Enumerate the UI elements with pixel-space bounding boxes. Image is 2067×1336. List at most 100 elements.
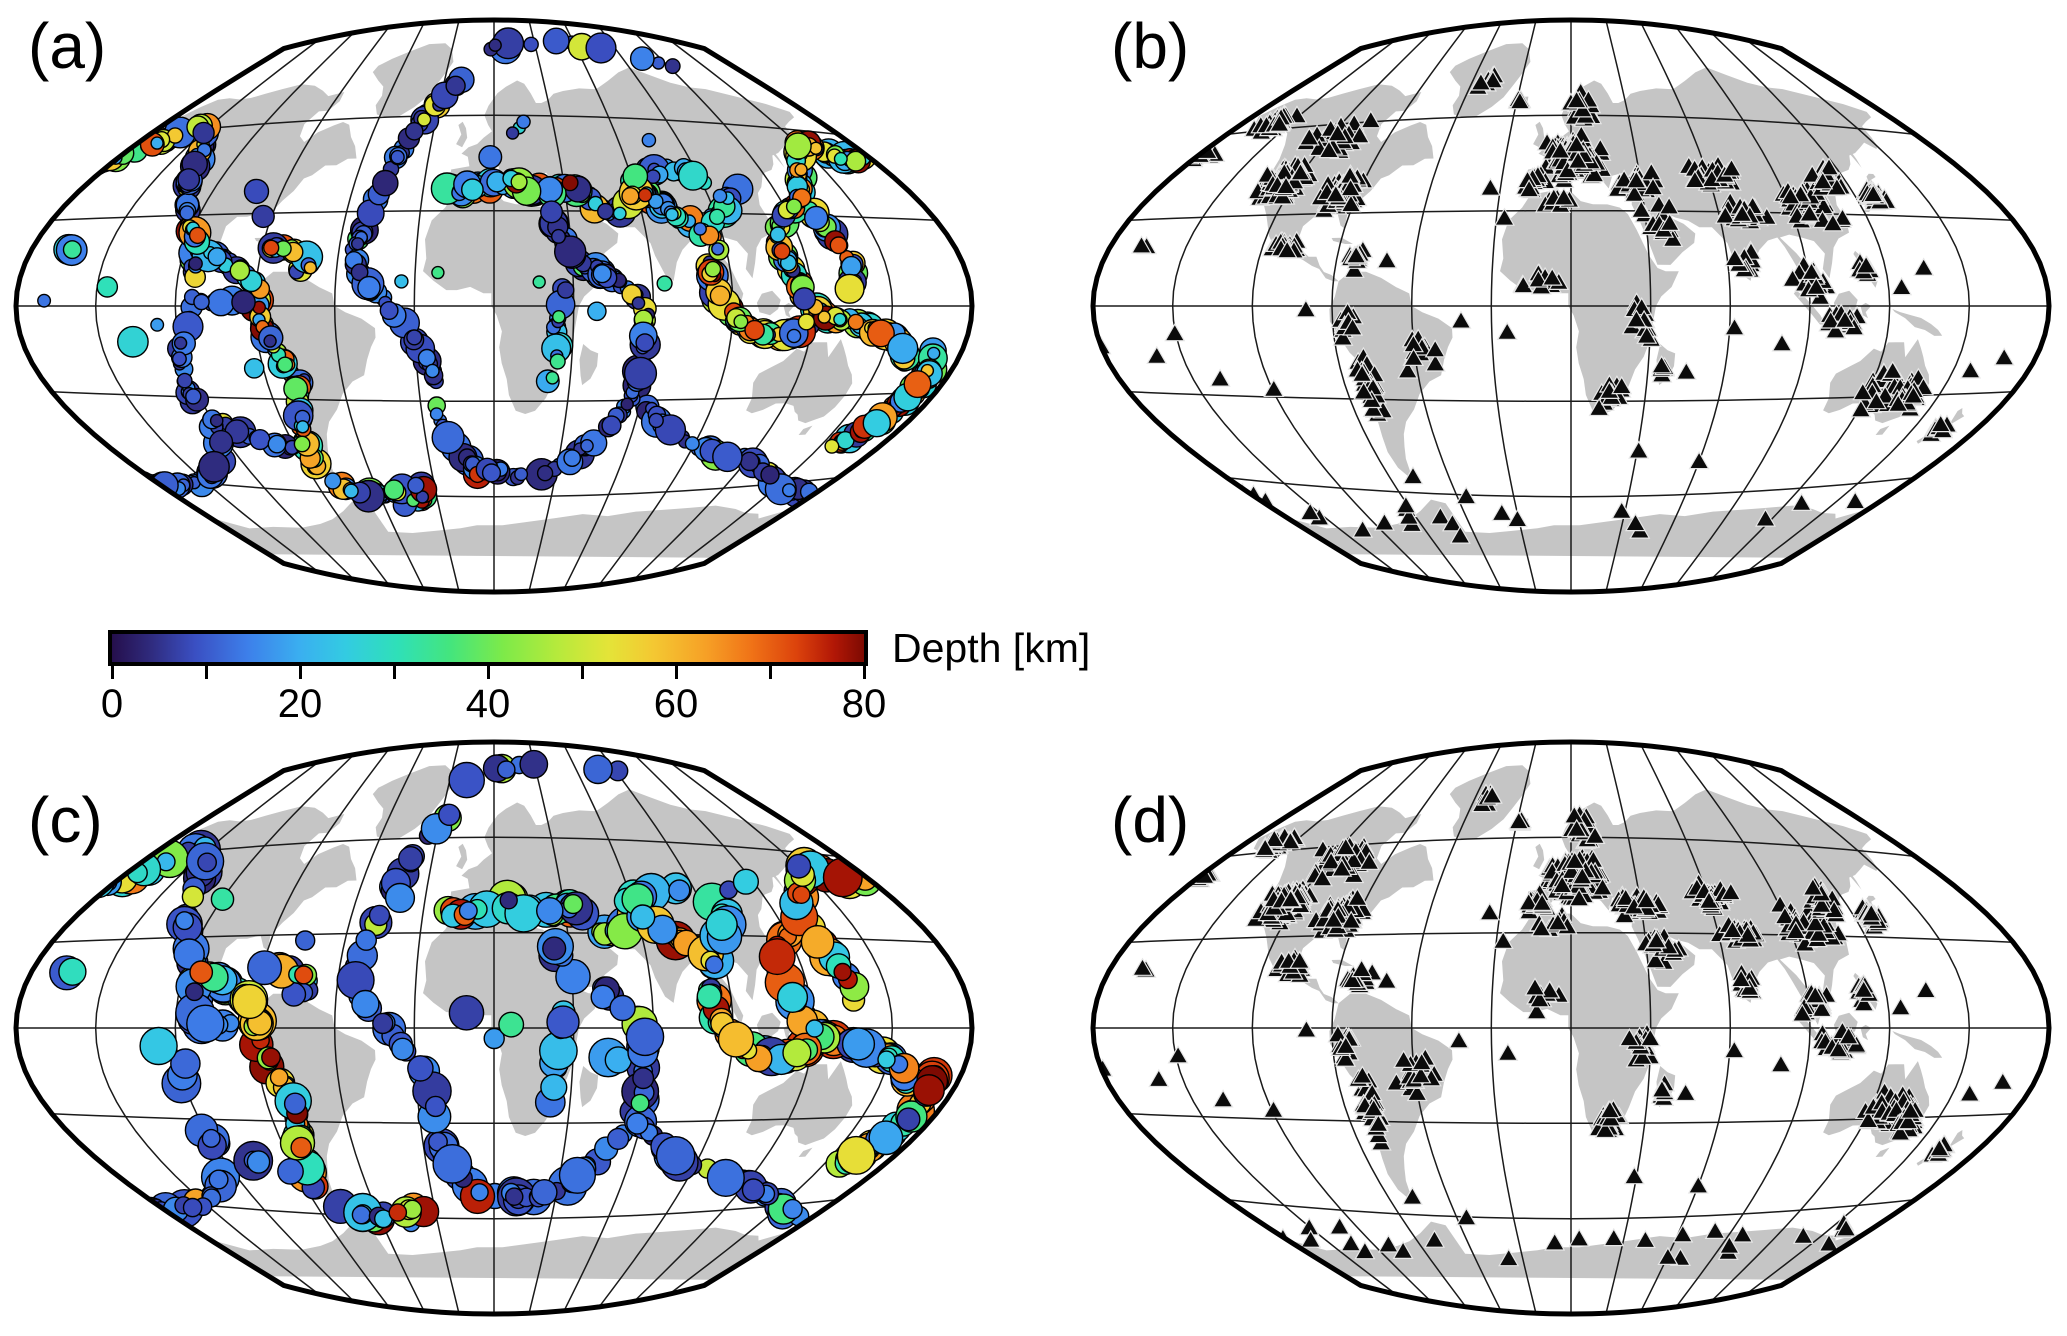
epicenter-marker <box>709 285 731 307</box>
epicenter-marker <box>630 904 656 930</box>
epicenter-marker <box>343 483 359 499</box>
epicenter-marker <box>324 472 342 490</box>
epicenter-marker <box>824 438 840 454</box>
epicenter-marker <box>903 370 932 399</box>
colorbar-tick-label: 80 <box>841 682 887 726</box>
epicenter-marker <box>209 429 234 455</box>
epicenter-marker <box>744 319 765 341</box>
epicenter-marker <box>585 32 617 64</box>
epicenter-marker <box>601 415 622 436</box>
epicenter-marker <box>632 1067 655 1090</box>
epicenter-marker <box>637 187 653 203</box>
epicenter-marker <box>542 936 567 961</box>
epicenter-marker <box>829 236 848 255</box>
epicenter-marker <box>620 397 634 411</box>
epicenter-marker <box>185 388 202 405</box>
epicenter-marker <box>404 122 424 141</box>
epicenter-marker <box>532 275 546 289</box>
epicenter-marker <box>117 325 149 358</box>
land-tasmania <box>798 425 813 435</box>
epicenter-marker <box>424 1095 447 1118</box>
epicenter-marker <box>847 313 865 331</box>
epicenter-marker <box>648 193 664 210</box>
epicenter-marker <box>562 894 584 915</box>
colorbar-gradient <box>108 630 868 666</box>
panel-c: (c) <box>8 722 993 1336</box>
epicenter-marker <box>833 151 848 166</box>
colorbar-minor-tick <box>768 666 772 679</box>
epicenter-marker <box>267 434 287 454</box>
epicenter-marker <box>303 261 318 275</box>
epicenter-marker <box>87 871 107 891</box>
epicenter-marker <box>711 242 725 256</box>
epicenter-marker <box>394 274 409 289</box>
epicenter-marker <box>505 126 520 140</box>
epicenter-marker <box>208 1169 229 1190</box>
epicenter-marker <box>758 938 796 976</box>
epicenter-marker <box>290 1136 313 1159</box>
epicenter-marker <box>351 1205 371 1225</box>
epicenter-marker <box>294 965 314 985</box>
colorbar-minor-tick <box>204 666 208 679</box>
epicenter-marker <box>398 846 424 872</box>
epicenter-marker <box>210 887 235 911</box>
epicenter-marker <box>621 187 640 206</box>
epicenter-marker <box>186 1004 225 1043</box>
epicenter-marker <box>438 803 461 827</box>
epicenter-marker <box>792 885 811 905</box>
colorbar-major-tick <box>486 666 490 679</box>
epicenter-marker <box>705 908 738 942</box>
epicenter-marker <box>629 46 655 71</box>
epicenter-marker <box>887 332 919 365</box>
epicenter-marker <box>173 336 188 350</box>
colorbar-major-tick <box>110 666 114 679</box>
epicenter-marker <box>251 204 275 229</box>
epicenter-marker <box>545 370 560 385</box>
epicenter-marker <box>866 319 895 348</box>
epicenter-marker <box>188 226 207 245</box>
epicenter-marker <box>263 239 280 257</box>
epicenter-marker <box>150 136 164 150</box>
epicenter-marker <box>833 962 852 982</box>
epicenter-marker <box>833 312 847 327</box>
epicenter-marker <box>407 476 425 495</box>
epicenter-marker <box>805 1019 824 1038</box>
epicenter-marker <box>425 363 440 379</box>
epicenter-marker <box>583 754 613 785</box>
epicenter-marker <box>817 310 831 324</box>
epicenter-marker <box>546 1005 580 1039</box>
land-africa <box>1500 191 1679 414</box>
colorbar-tick-label: 0 <box>100 682 124 726</box>
panel-d: (d) <box>1085 722 2067 1336</box>
epicenter-marker <box>781 483 797 498</box>
panel-a: (a) <box>8 0 993 614</box>
colorbar-tick-label: 20 <box>277 682 323 726</box>
epicenter-marker <box>470 1183 489 1202</box>
epicenter-marker <box>277 1157 304 1185</box>
epicenter-marker <box>631 296 646 310</box>
epicenter-marker <box>606 1127 630 1150</box>
epicenter-marker <box>776 981 809 1013</box>
epicenter-marker <box>431 265 445 280</box>
epicenter-marker <box>406 329 423 346</box>
epicenter-marker <box>383 479 405 501</box>
epicenter-marker <box>283 376 309 402</box>
epicenter-marker <box>384 882 416 913</box>
epicenter-marker <box>371 169 399 197</box>
epicenter-marker <box>912 1074 945 1107</box>
colorbar-major-tick <box>862 666 866 679</box>
epicenter-marker <box>357 275 381 300</box>
panel-label-d: (d) <box>1111 784 1190 856</box>
epicenter-marker <box>189 960 214 985</box>
epicenter-marker <box>677 160 709 191</box>
epicenter-marker <box>554 235 587 268</box>
epicenter-marker <box>431 420 465 455</box>
epicenter-marker <box>179 205 195 221</box>
epicenter-marker <box>198 450 230 483</box>
epicenter-marker <box>351 237 365 251</box>
epicenter-marker <box>784 132 812 160</box>
epicenter-marker <box>62 240 82 260</box>
epicenter-marker <box>800 924 835 959</box>
epicenter-marker <box>432 1143 473 1184</box>
epicenter-marker <box>592 264 612 284</box>
